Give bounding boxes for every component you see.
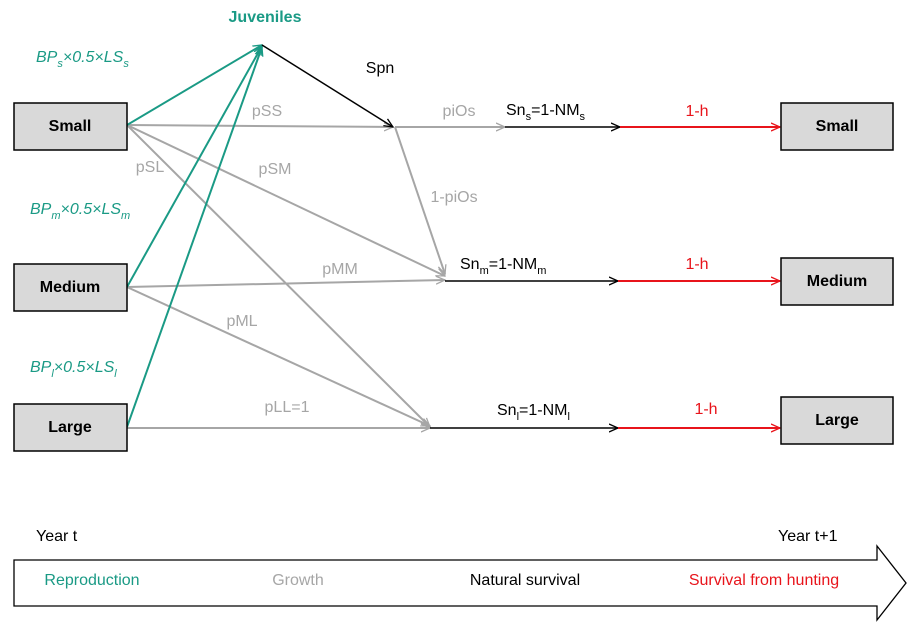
box-label: Large <box>48 419 92 436</box>
right-boxes: Small Medium Large <box>780 102 894 445</box>
box-label: Medium <box>40 279 100 296</box>
text-part: Sn <box>460 256 480 273</box>
left-boxes: Small Medium Large <box>13 102 128 452</box>
text-part: BP <box>30 201 52 218</box>
stage-label: Survival from hunting <box>689 572 839 589</box>
survival-label: Snl=1-NMl <box>497 402 570 423</box>
timeline-start: Year t <box>36 528 78 545</box>
box-label: Large <box>815 412 859 429</box>
stage-label: Natural survival <box>470 572 580 589</box>
text-part: m <box>51 210 60 222</box>
growth-label: pLL=1 <box>265 399 310 416</box>
text-part: Sn <box>497 402 517 419</box>
hunting-arrows <box>618 127 780 428</box>
text-part: s <box>580 111 586 123</box>
hunting-label: 1-h <box>685 256 708 273</box>
timeline-arrow <box>13 544 907 622</box>
reproduction-label: BPl×0.5×LSl <box>30 359 117 380</box>
text-part: m <box>480 265 489 277</box>
spn-label: Spn <box>366 60 394 77</box>
stage-label: Reproduction <box>44 572 139 589</box>
growth-label: pSM <box>259 161 292 178</box>
text-part: s <box>526 111 532 123</box>
growth-label: pSS <box>252 103 282 120</box>
reproduction-label: BPs×0.5×LSs <box>36 49 129 70</box>
box-label: Small <box>816 118 859 135</box>
growth-label: pML <box>226 313 257 330</box>
text-part: m <box>121 210 130 222</box>
growth-label: 1-piOs <box>430 189 477 206</box>
text-part: l <box>51 368 54 380</box>
text-part: =1-NM <box>519 402 567 419</box>
reproduction-arrows <box>126 44 262 428</box>
growth-label: piOs <box>443 103 476 120</box>
text-part: l <box>567 411 569 423</box>
text-part: Sn <box>506 102 526 119</box>
text-part: =1-NM <box>489 256 537 273</box>
box-label: Medium <box>807 273 867 290</box>
survival-label: Sns=1-NMs <box>506 102 586 123</box>
text-part: ×0.5×LS <box>63 49 124 66</box>
juveniles-label: Juveniles <box>229 9 302 26</box>
text-part: =1-NM <box>531 102 579 119</box>
stage-label: Growth <box>272 572 324 589</box>
text-part: s <box>57 58 63 70</box>
reproduction-label: BPm×0.5×LSm <box>30 201 130 222</box>
text-part: ×0.5×LS <box>61 201 122 218</box>
hunting-label: 1-h <box>685 103 708 120</box>
survival-arrows <box>261 44 620 428</box>
text-part: BP <box>36 49 58 66</box>
growth-arrows <box>126 125 505 428</box>
text-part: l <box>114 368 117 380</box>
text-part: BP <box>30 359 52 376</box>
timeline-end: Year t+1 <box>778 528 838 545</box>
hunting-label: 1-h <box>694 401 717 418</box>
growth-label: pMM <box>322 261 358 278</box>
text-part: s <box>123 58 129 70</box>
text-part: l <box>517 411 519 423</box>
survival-label: Snm=1-NMm <box>460 256 546 277</box>
text-part: ×0.5×LS <box>54 359 115 376</box>
box-label: Small <box>49 118 92 135</box>
growth-label: pSL <box>136 159 165 176</box>
text-part: m <box>537 265 546 277</box>
